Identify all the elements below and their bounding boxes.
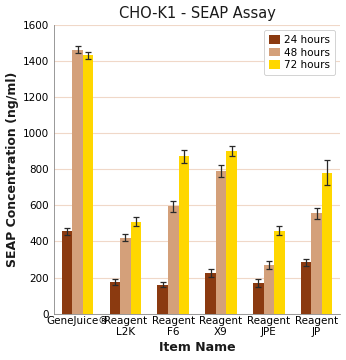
Bar <box>301 262 311 314</box>
Bar <box>264 265 274 314</box>
Bar <box>179 157 189 314</box>
Bar <box>157 285 168 314</box>
Bar <box>72 50 83 314</box>
Bar <box>253 283 264 314</box>
Legend: 24 hours, 48 hours, 72 hours: 24 hours, 48 hours, 72 hours <box>264 30 335 75</box>
Bar <box>83 55 93 314</box>
Title: CHO-K1 - SEAP Assay: CHO-K1 - SEAP Assay <box>119 5 275 21</box>
Y-axis label: SEAP Concentration (ng/ml): SEAP Concentration (ng/ml) <box>6 71 19 267</box>
Bar <box>168 206 179 314</box>
Bar <box>322 173 332 314</box>
Bar <box>131 221 141 314</box>
Bar <box>205 273 216 314</box>
Bar <box>110 282 120 314</box>
Bar <box>226 151 237 314</box>
Bar <box>216 171 226 314</box>
Bar <box>120 238 131 314</box>
Bar <box>311 213 322 314</box>
Bar <box>62 231 72 314</box>
Bar <box>274 230 284 314</box>
X-axis label: Item Name: Item Name <box>159 341 235 355</box>
